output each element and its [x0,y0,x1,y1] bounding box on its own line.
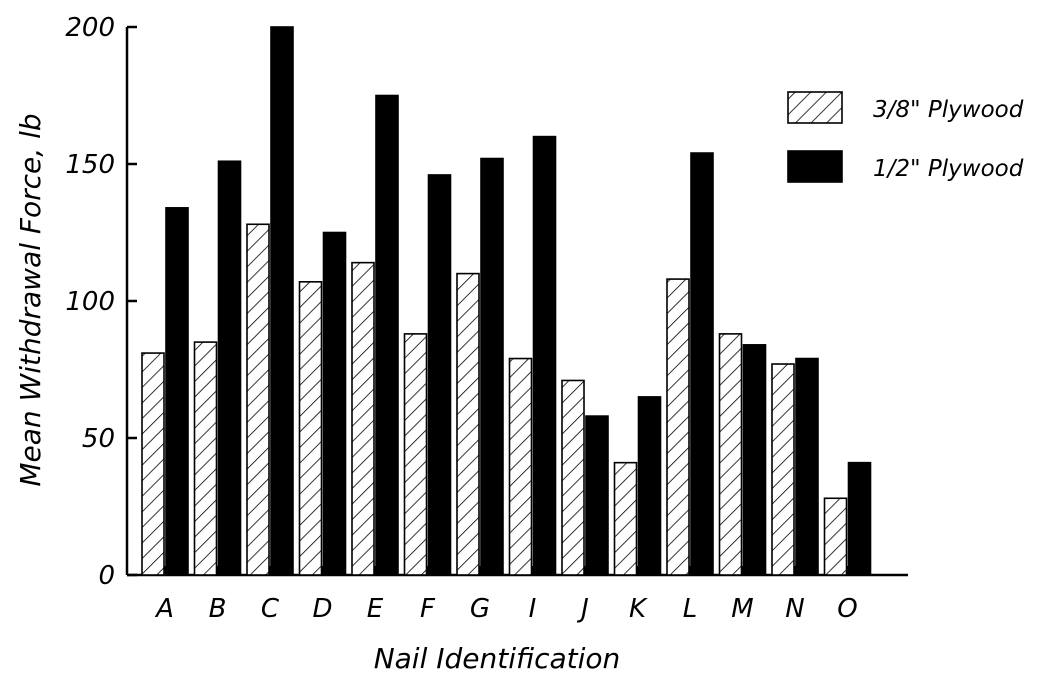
legend-swatch-solid [787,150,843,183]
bar-3-8-plywood [508,357,533,576]
bar-1-2-plywood [795,357,819,576]
x-tick-label: A [154,594,174,624]
x-tick-label: J [576,594,589,624]
bar-1-2-plywood [217,160,242,576]
bar-1-2-plywood [742,344,767,576]
x-tick-label: L [683,594,698,624]
bar-1-2-plywood [480,157,504,576]
x-tick-label: N [785,594,804,624]
bar-1-2-plywood [270,26,294,576]
x-tick-label: F [420,594,436,624]
x-tick-label: C [261,594,280,624]
bar-3-8-plywood [771,363,795,576]
bar-3-8-plywood [456,272,480,576]
x-axis-title: Nail Identification [374,642,621,675]
y-tick-label: 200 [65,13,115,43]
x-tick-label: I [529,594,537,624]
legend-label-1-2-plywood: 1/2" Plywood [873,156,1024,182]
bar-1-2-plywood [375,94,399,576]
bar-1-2-plywood [585,415,609,576]
tick-labels: 0 50 100 150 200 A B C D E F G I J K L M N O [65,13,857,624]
bar-3-8-plywood [613,461,638,576]
bars [141,26,872,576]
y-axis-title: Mean Withdrawal Force, lb [14,113,47,486]
bar-1-2-plywood [637,396,662,576]
y-tick-label: 150 [65,150,115,180]
bar-3-8-plywood [718,333,743,576]
y-tick-label: 0 [98,561,115,591]
legend-label-3-8-plywood: 3/8" Plywood [873,97,1024,123]
bar-3-8-plywood [141,352,165,576]
bar-1-2-plywood [847,461,872,576]
legend: 3/8" Plywood 1/2" Plywood [787,91,1024,183]
x-tick-label: K [629,594,648,624]
bar-1-2-plywood [532,135,557,576]
x-tick-label: M [731,594,753,624]
bar-3-8-plywood [246,223,270,576]
bar-3-8-plywood [666,278,690,576]
bar-3-8-plywood [823,497,848,576]
x-tick-label: B [209,594,227,624]
bar-1-2-plywood [165,207,189,576]
bar-3-8-plywood [403,333,428,576]
bar-1-2-plywood [690,152,714,576]
y-tick-label: 100 [65,287,115,317]
bar-3-8-plywood [561,379,585,576]
bar-3-8-plywood [193,341,218,576]
bar-3-8-plywood [351,261,375,576]
x-tick-label: G [470,594,490,624]
x-tick-label: D [312,594,332,624]
y-tick-label: 50 [82,424,115,454]
x-tick-label: E [367,594,384,624]
legend-swatch-hatch [787,91,843,124]
bar-1-2-plywood [427,174,452,576]
bar-1-2-plywood [322,231,347,576]
bar-3-8-plywood [298,281,323,576]
x-tick-label: O [837,594,857,624]
